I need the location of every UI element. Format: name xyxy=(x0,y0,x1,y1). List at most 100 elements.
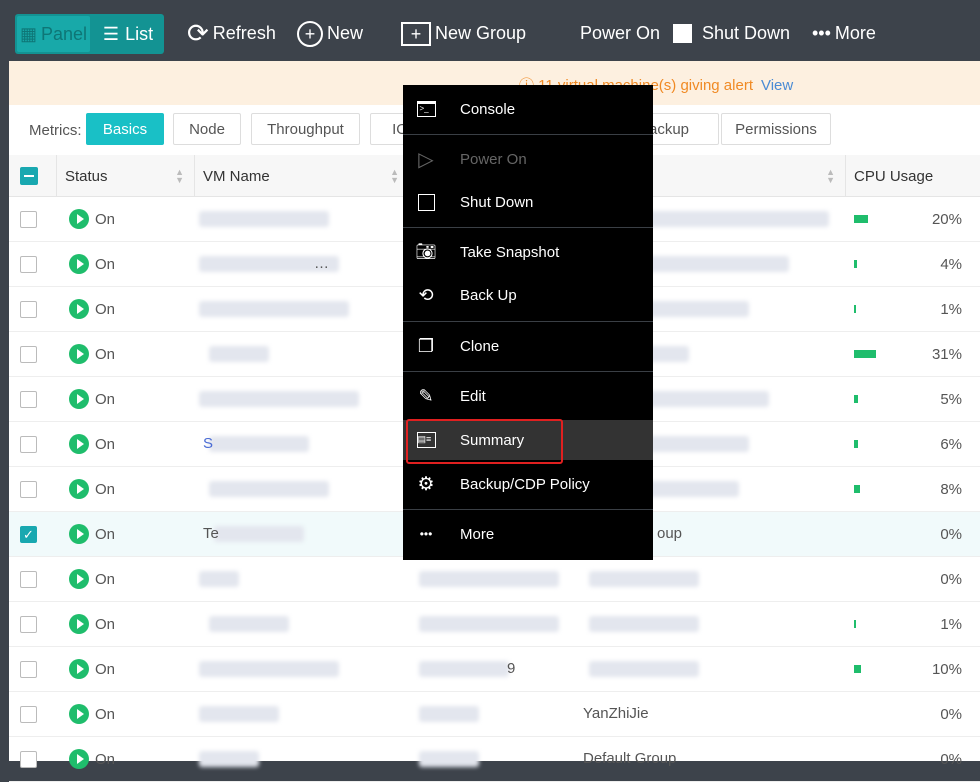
table-row[interactable]: On 9 10% xyxy=(9,647,980,692)
tab-basics[interactable]: Basics xyxy=(86,113,164,145)
menu-item-backup-cdp-policy[interactable]: ⚙ Backup/CDP Policy xyxy=(417,473,590,495)
status-cell: On xyxy=(69,209,115,229)
row-checkbox[interactable] xyxy=(20,346,37,363)
toolbar: ▦ Panel ☰ List ⟳ Refresh + New + New Group Po… xyxy=(9,6,980,61)
table-row[interactable]: On 1% xyxy=(9,602,980,647)
row-checkbox[interactable] xyxy=(20,256,37,273)
menu-item-console[interactable]: >_ Console xyxy=(403,89,653,129)
menu-item-shut-down[interactable]: Shut Down xyxy=(403,182,653,222)
status-cell: On xyxy=(69,569,115,589)
status-cell: On xyxy=(69,434,115,454)
sort-icon: ▲▼ xyxy=(175,167,184,185)
vm-name-column-header[interactable]: VM Name ▲ ▼ xyxy=(195,155,410,197)
row-checkbox[interactable] xyxy=(20,391,37,408)
menu-item-take-snapshot[interactable]: 📷︎ Take Snapshot xyxy=(415,242,560,261)
new-button[interactable]: + New xyxy=(297,6,363,61)
cpu-usage-bar xyxy=(854,305,856,313)
redacted-name xyxy=(209,436,309,452)
row-checkbox[interactable] xyxy=(20,706,37,723)
summary-icon: ▤≡ xyxy=(416,430,436,450)
cpu-usage-bar xyxy=(854,350,876,358)
redacted-cell xyxy=(419,616,559,632)
vm-name[interactable]: Te xyxy=(203,525,219,542)
group-cell: oup xyxy=(657,525,683,542)
row-checkbox[interactable] xyxy=(20,436,37,453)
list-view-button[interactable]: ☰ List xyxy=(102,23,154,44)
column-header[interactable]: ▲ ▼ xyxy=(410,155,846,197)
tab-throughput[interactable]: Throughput xyxy=(251,113,360,145)
edit-icon: ✎ xyxy=(418,385,434,406)
cpu-usage-value: 20% xyxy=(931,211,962,228)
menu-divider xyxy=(403,134,653,135)
status-cell: On xyxy=(69,389,115,409)
menu-item-power-on[interactable]: ▷ Power On xyxy=(403,139,653,179)
cpu-usage-value: 0% xyxy=(940,751,962,768)
status-cell: On xyxy=(69,614,115,634)
list-icon: ☰ xyxy=(102,23,120,44)
folder-plus-icon: + xyxy=(401,21,431,46)
row-checkbox[interactable]: ✓ xyxy=(20,526,37,543)
menu-divider xyxy=(403,509,653,510)
status-cell: On xyxy=(69,749,115,769)
redacted-cell xyxy=(589,571,699,587)
running-icon xyxy=(69,524,89,544)
table-row[interactable]: On 0% xyxy=(9,557,980,602)
cpu-usage-value: 0% xyxy=(940,706,962,723)
cpu-usage-value: 10% xyxy=(931,661,962,678)
play-icon: ▷ xyxy=(418,148,434,171)
view-alert-link[interactable]: View xyxy=(760,77,794,94)
menu-item-back-up[interactable]: ⟲ Back Up xyxy=(403,275,653,315)
panel-view-button[interactable]: ▦ Panel xyxy=(17,16,90,52)
vm-name[interactable]: … xyxy=(314,255,329,272)
table-row[interactable]: On YanZhiJie 0% xyxy=(9,692,980,737)
refresh-button[interactable]: ⟳ Refresh xyxy=(187,18,276,48)
cpu-usage-value: 8% xyxy=(940,481,962,498)
redacted-name xyxy=(209,616,289,632)
cpu-usage-bar xyxy=(854,485,860,493)
row-checkbox[interactable] xyxy=(20,481,37,498)
status-cell: On xyxy=(69,254,115,274)
menu-item-summary[interactable]: ▤≡ Summary xyxy=(403,420,653,460)
more-button[interactable]: ••• More xyxy=(812,23,876,43)
table-row[interactable]: On Default Group 0% xyxy=(9,737,980,782)
cpu-usage-value: 4% xyxy=(940,256,962,273)
row-checkbox[interactable] xyxy=(20,616,37,633)
running-icon xyxy=(69,704,89,724)
redacted-cell xyxy=(419,706,479,722)
power-on-button[interactable]: Power On xyxy=(580,23,661,43)
running-icon xyxy=(69,614,89,634)
row-checkbox[interactable] xyxy=(20,661,37,678)
redacted-name xyxy=(199,391,359,407)
row-checkbox[interactable] xyxy=(20,751,37,768)
running-icon xyxy=(69,344,89,364)
redacted-name xyxy=(199,706,279,722)
row-checkbox[interactable] xyxy=(20,301,37,318)
group-cell: YanZhiJie xyxy=(583,705,649,722)
tab-permissions[interactable]: Permissions xyxy=(721,113,831,145)
cpu-usage-bar xyxy=(854,395,858,403)
cpu-usage-bar xyxy=(854,260,857,268)
menu-item-edit[interactable]: ✎ Edit xyxy=(403,376,653,416)
row-checkbox[interactable] xyxy=(20,571,37,588)
shut-down-button[interactable]: Shut Down xyxy=(673,6,790,61)
cpu-usage-value: 31% xyxy=(931,346,962,363)
menu-item-clone[interactable]: ❐ Clone xyxy=(417,335,500,356)
tab-node[interactable]: Node xyxy=(173,113,241,145)
status-cell: On xyxy=(69,704,115,724)
select-all-checkbox[interactable] xyxy=(20,167,38,185)
row-checkbox[interactable] xyxy=(20,211,37,228)
backup-icon: ⟲ xyxy=(418,284,434,305)
vm-name[interactable]: S xyxy=(203,435,214,452)
status-cell: On xyxy=(69,659,115,679)
redacted-cell xyxy=(419,661,509,677)
menu-item-more[interactable]: ••• More xyxy=(403,514,653,554)
grid-icon: ▦ xyxy=(19,23,37,44)
status-column-header[interactable]: Status ▲ ▼ xyxy=(56,155,195,197)
redacted-name xyxy=(199,256,339,272)
redacted-name xyxy=(214,526,304,542)
new-group-button[interactable]: + New Group xyxy=(401,6,526,61)
more-icon: ••• xyxy=(812,23,831,43)
gear-icon: ⚙ xyxy=(417,473,435,495)
cpu-column-header[interactable]: CPU Usage▲▼ xyxy=(846,155,980,197)
more-icon: ••• xyxy=(419,527,433,541)
